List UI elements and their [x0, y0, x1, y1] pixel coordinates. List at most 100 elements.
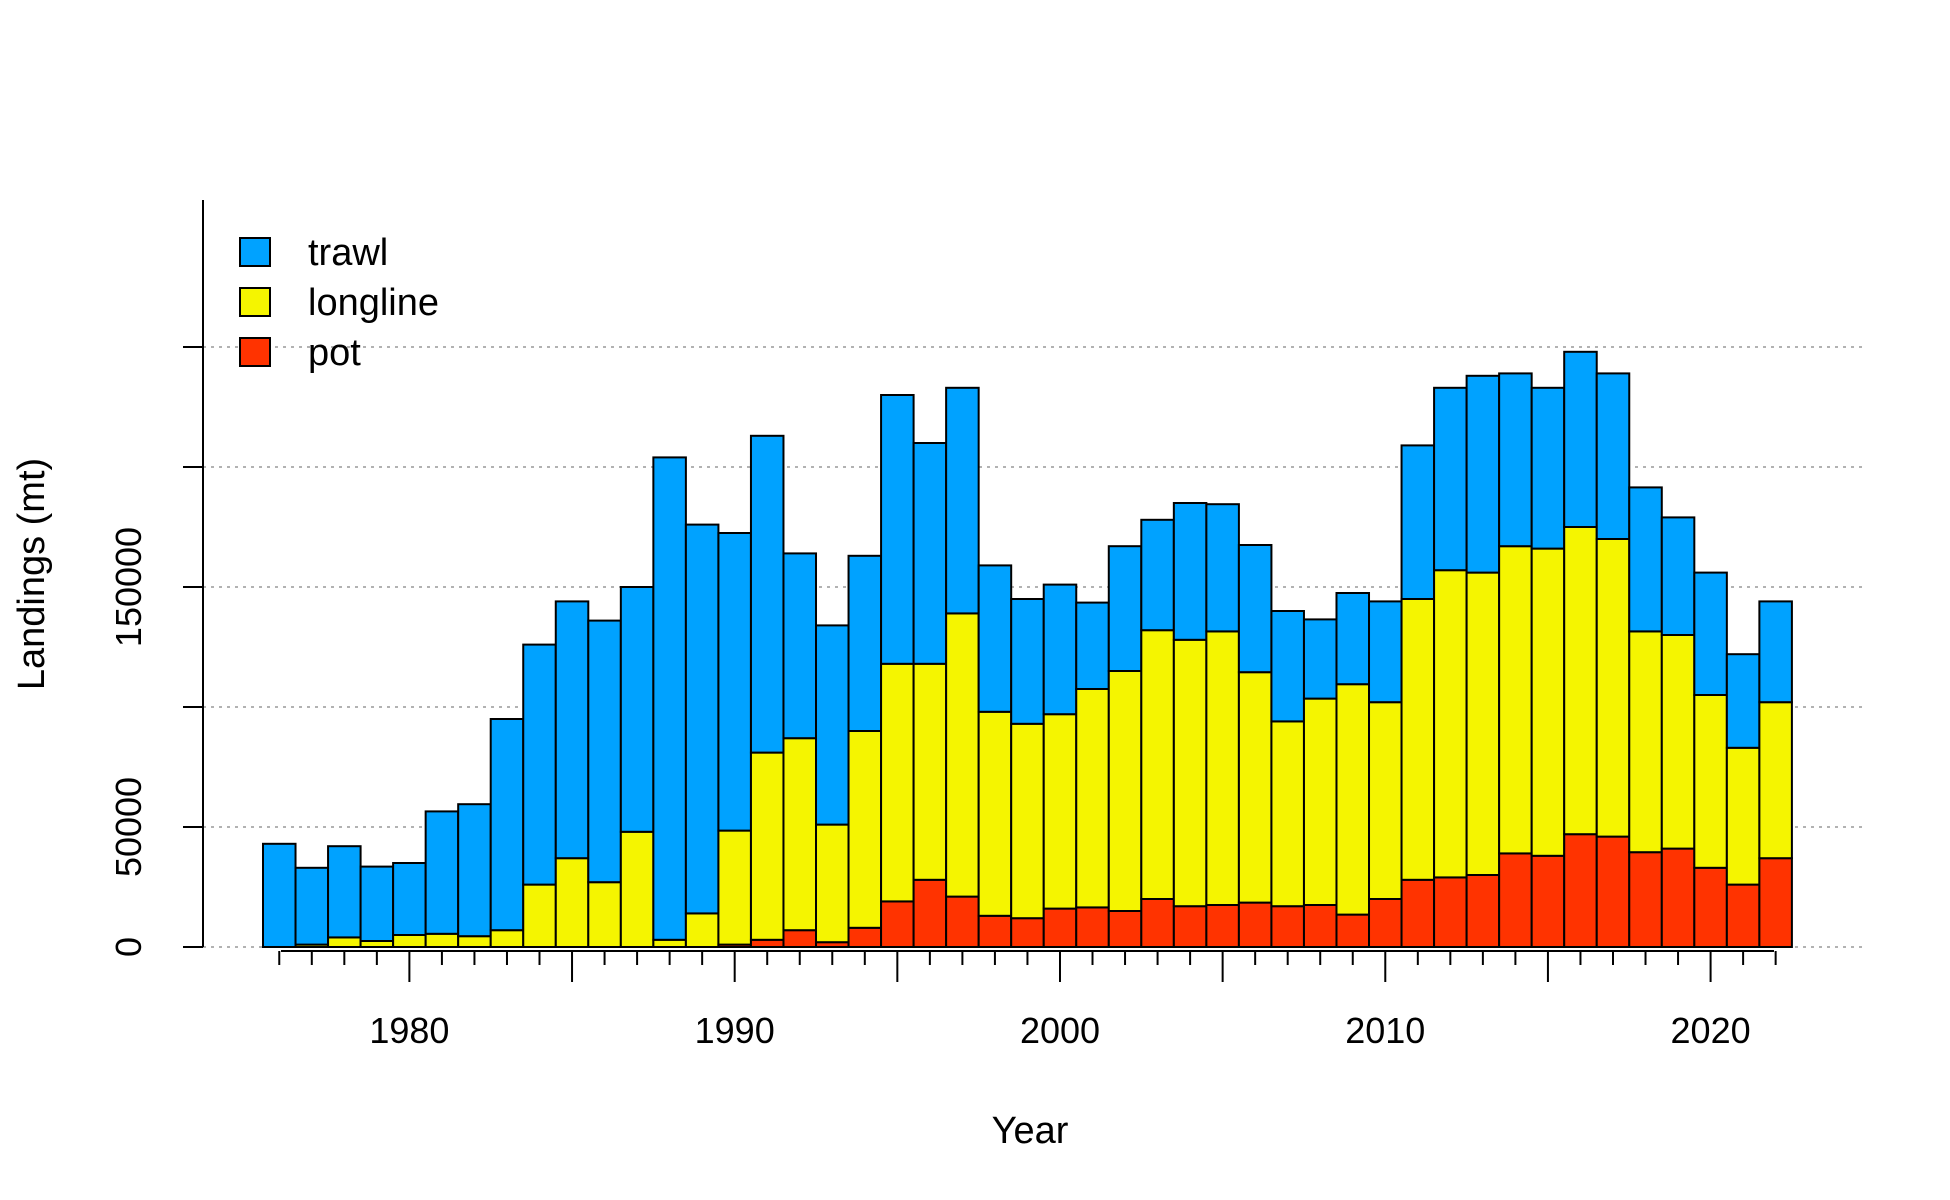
bar-longline-1980 — [392, 934, 427, 948]
y-tick-label: 150000 — [108, 527, 149, 647]
bar-trawl-1993 — [815, 624, 850, 826]
legend-swatch-trawl — [239, 237, 271, 267]
bar-pot-1998 — [977, 914, 1013, 948]
y-tick-label: 50000 — [108, 777, 149, 877]
bar-longline-1998 — [977, 710, 1013, 917]
bar-trawl-1976 — [262, 842, 297, 948]
bar-pot-2012 — [1433, 876, 1468, 949]
bar-trawl-1989 — [684, 523, 720, 915]
bars — [262, 350, 1793, 949]
bar-trawl-2012 — [1433, 386, 1468, 572]
bar-pot-2019 — [1660, 847, 1696, 948]
bar-trawl-1997 — [945, 386, 980, 615]
bar-longline-2000 — [1042, 713, 1078, 910]
bar-pot-2010 — [1368, 898, 1403, 948]
bar-pot-2020 — [1693, 866, 1728, 948]
bar-trawl-1990 — [717, 532, 752, 832]
bar-pot-1999 — [1010, 917, 1045, 949]
y-ticks: 0 50000 150000 — [108, 346, 203, 957]
bar-longline-2019 — [1660, 634, 1696, 850]
bar-longline-2007 — [1270, 720, 1305, 908]
bar-longline-2008 — [1302, 697, 1338, 906]
bar-longline-2022 — [1758, 701, 1793, 860]
x-tick-label: 2020 — [1671, 1010, 1751, 1051]
bar-trawl-2016 — [1563, 350, 1598, 528]
bar-pot-2021 — [1725, 883, 1761, 948]
bar-trawl-1985 — [554, 600, 590, 860]
bar-longline-1993 — [815, 823, 850, 944]
bar-longline-1989 — [684, 912, 720, 949]
x-tick-label: 2010 — [1345, 1010, 1425, 1051]
bar-trawl-2004 — [1172, 502, 1208, 641]
bar-trawl-1984 — [522, 643, 557, 886]
bar-trawl-2009 — [1335, 592, 1371, 686]
bar-trawl-1988 — [652, 456, 687, 941]
bar-trawl-2001 — [1075, 601, 1110, 690]
bar-trawl-2019 — [1660, 516, 1696, 637]
bar-pot-2017 — [1595, 835, 1631, 948]
bar-trawl-1995 — [880, 394, 915, 665]
bar-longline-1988 — [652, 938, 687, 948]
bar-trawl-1980 — [392, 862, 427, 936]
bar-trawl-1983 — [489, 718, 525, 932]
legend-label-trawl: trawl — [308, 232, 388, 274]
bar-pot-1991 — [749, 938, 785, 948]
bar-longline-1981 — [424, 932, 460, 948]
bar-longline-1999 — [1010, 722, 1045, 920]
bar-trawl-1994 — [847, 554, 883, 732]
legend-swatch-pot — [239, 337, 271, 367]
bar-pot-2008 — [1302, 904, 1338, 948]
bar-pot-1992 — [782, 929, 818, 949]
bar-longline-1978 — [327, 936, 362, 949]
bar-longline-2021 — [1725, 746, 1761, 886]
x-tick-label: 1980 — [369, 1010, 449, 1051]
bar-pot-1997 — [945, 895, 980, 948]
bar-trawl-2006 — [1237, 544, 1273, 674]
bar-longline-1996 — [912, 662, 948, 881]
bar-trawl-2000 — [1042, 583, 1078, 716]
bar-pot-2018 — [1628, 851, 1663, 949]
bar-longline-1987 — [619, 830, 655, 948]
bar-longline-2016 — [1563, 526, 1598, 836]
bar-longline-2001 — [1075, 688, 1110, 909]
bar-pot-1994 — [847, 926, 883, 948]
bar-longline-2002 — [1107, 670, 1143, 912]
bar-longline-1992 — [782, 737, 818, 932]
x-ticks: 1980 1990 2000 2010 2020 — [278, 951, 1777, 1051]
bar-longline-1994 — [847, 730, 883, 929]
bar-trawl-1991 — [749, 434, 785, 754]
legend: trawl longline pot — [239, 232, 439, 374]
bar-longline-2020 — [1693, 694, 1728, 869]
bar-trawl-2007 — [1270, 610, 1305, 723]
bar-pot-2013 — [1465, 874, 1501, 948]
bar-pot-2006 — [1237, 901, 1273, 948]
bar-pot-1996 — [912, 878, 948, 948]
legend-label-longline: longline — [308, 282, 439, 324]
bar-pot-2003 — [1140, 898, 1175, 948]
bar-trawl-2002 — [1107, 545, 1143, 673]
bar-longline-2013 — [1465, 571, 1501, 876]
bar-trawl-1992 — [782, 552, 818, 740]
bar-longline-2010 — [1368, 701, 1403, 901]
bar-trawl-1987 — [619, 586, 655, 833]
bar-pot-1995 — [880, 900, 915, 949]
bar-trawl-2011 — [1400, 444, 1436, 600]
bar-longline-1985 — [554, 857, 590, 949]
bar-longline-2011 — [1400, 598, 1436, 881]
bar-trawl-1981 — [424, 810, 460, 935]
bar-pot-2016 — [1563, 833, 1598, 949]
x-axis-title: Year — [992, 1110, 1069, 1152]
bar-trawl-1986 — [587, 619, 622, 884]
bar-longline-2015 — [1530, 547, 1566, 857]
bar-pot-2022 — [1758, 857, 1793, 949]
bar-trawl-2010 — [1368, 600, 1403, 704]
bar-trawl-2021 — [1725, 653, 1761, 749]
bar-pot-2009 — [1335, 913, 1371, 948]
x-tick-label: 2000 — [1020, 1010, 1100, 1051]
bar-longline-2017 — [1595, 538, 1631, 838]
bar-trawl-2015 — [1530, 386, 1566, 550]
bar-longline-1995 — [880, 662, 915, 903]
bar-longline-1997 — [945, 612, 980, 898]
bar-longline-2012 — [1433, 569, 1468, 879]
bar-longline-2009 — [1335, 683, 1371, 916]
